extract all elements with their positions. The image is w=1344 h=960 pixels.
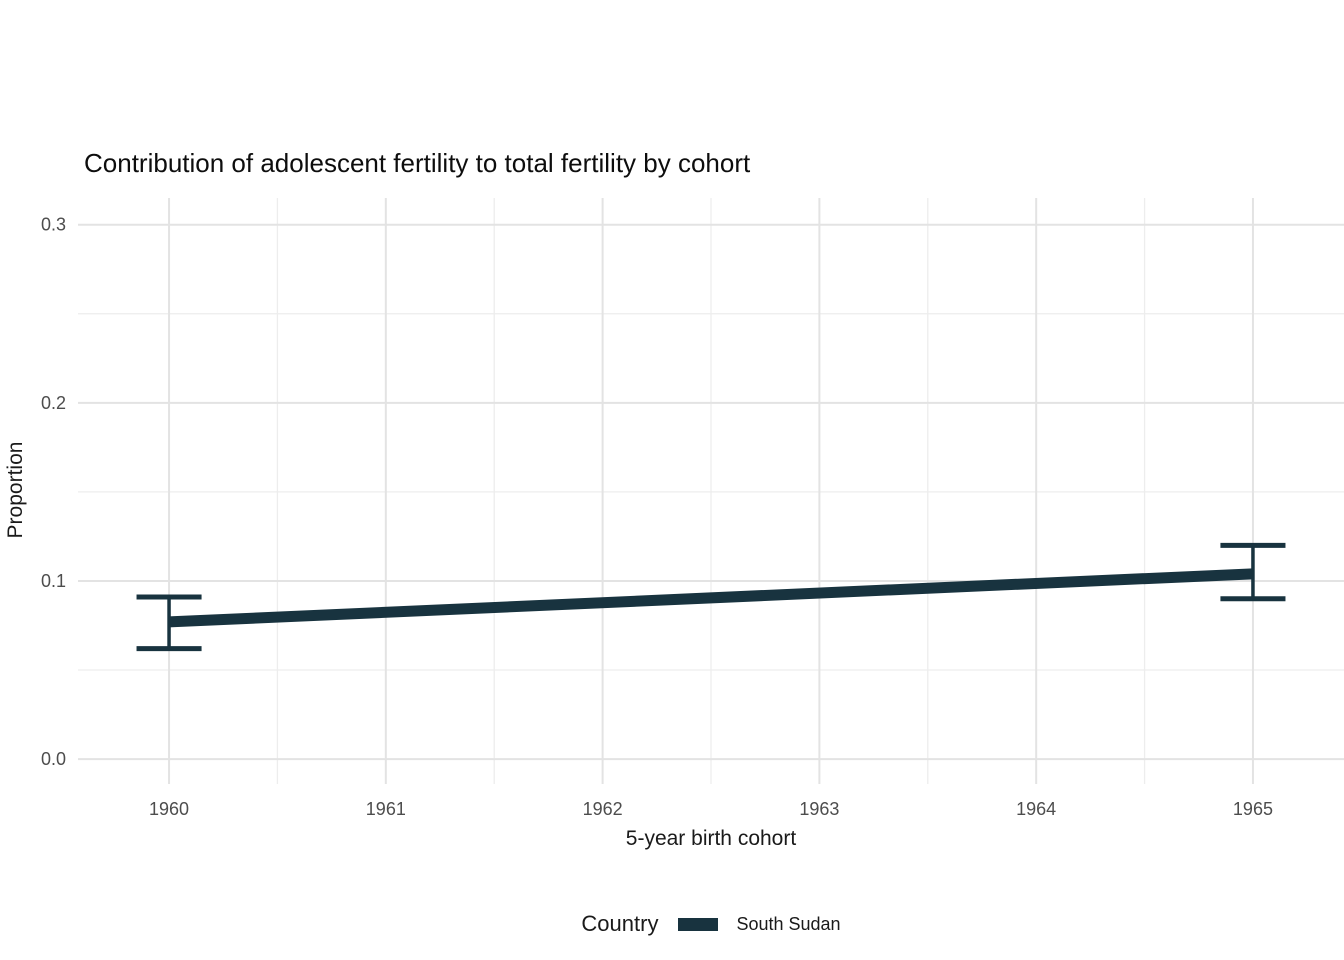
legend-item-label: South Sudan xyxy=(736,913,841,934)
series-line xyxy=(168,568,1254,628)
x-tick-label: 1964 xyxy=(1016,799,1056,819)
legend: Country South Sudan xyxy=(78,908,1344,940)
x-tick-label: 1960 xyxy=(149,799,189,819)
x-tick-label: 1962 xyxy=(583,799,623,819)
y-tick-label: 0.3 xyxy=(41,215,66,235)
y-axis-title: Proportion xyxy=(4,441,27,539)
y-tick-label: 0.1 xyxy=(41,571,66,591)
x-axis-title: 5-year birth cohort xyxy=(625,827,797,850)
chart-title: Contribution of adolescent fertility to … xyxy=(84,148,751,178)
x-tick-label: 1965 xyxy=(1233,799,1273,819)
y-tick-label: 0.2 xyxy=(41,393,66,413)
x-tick-label: 1961 xyxy=(366,799,406,819)
y-tick-label: 0.0 xyxy=(41,749,66,769)
legend-title: Country xyxy=(581,911,659,936)
legend-line-swatch xyxy=(678,917,719,931)
x-tick-label: 1963 xyxy=(799,799,839,819)
